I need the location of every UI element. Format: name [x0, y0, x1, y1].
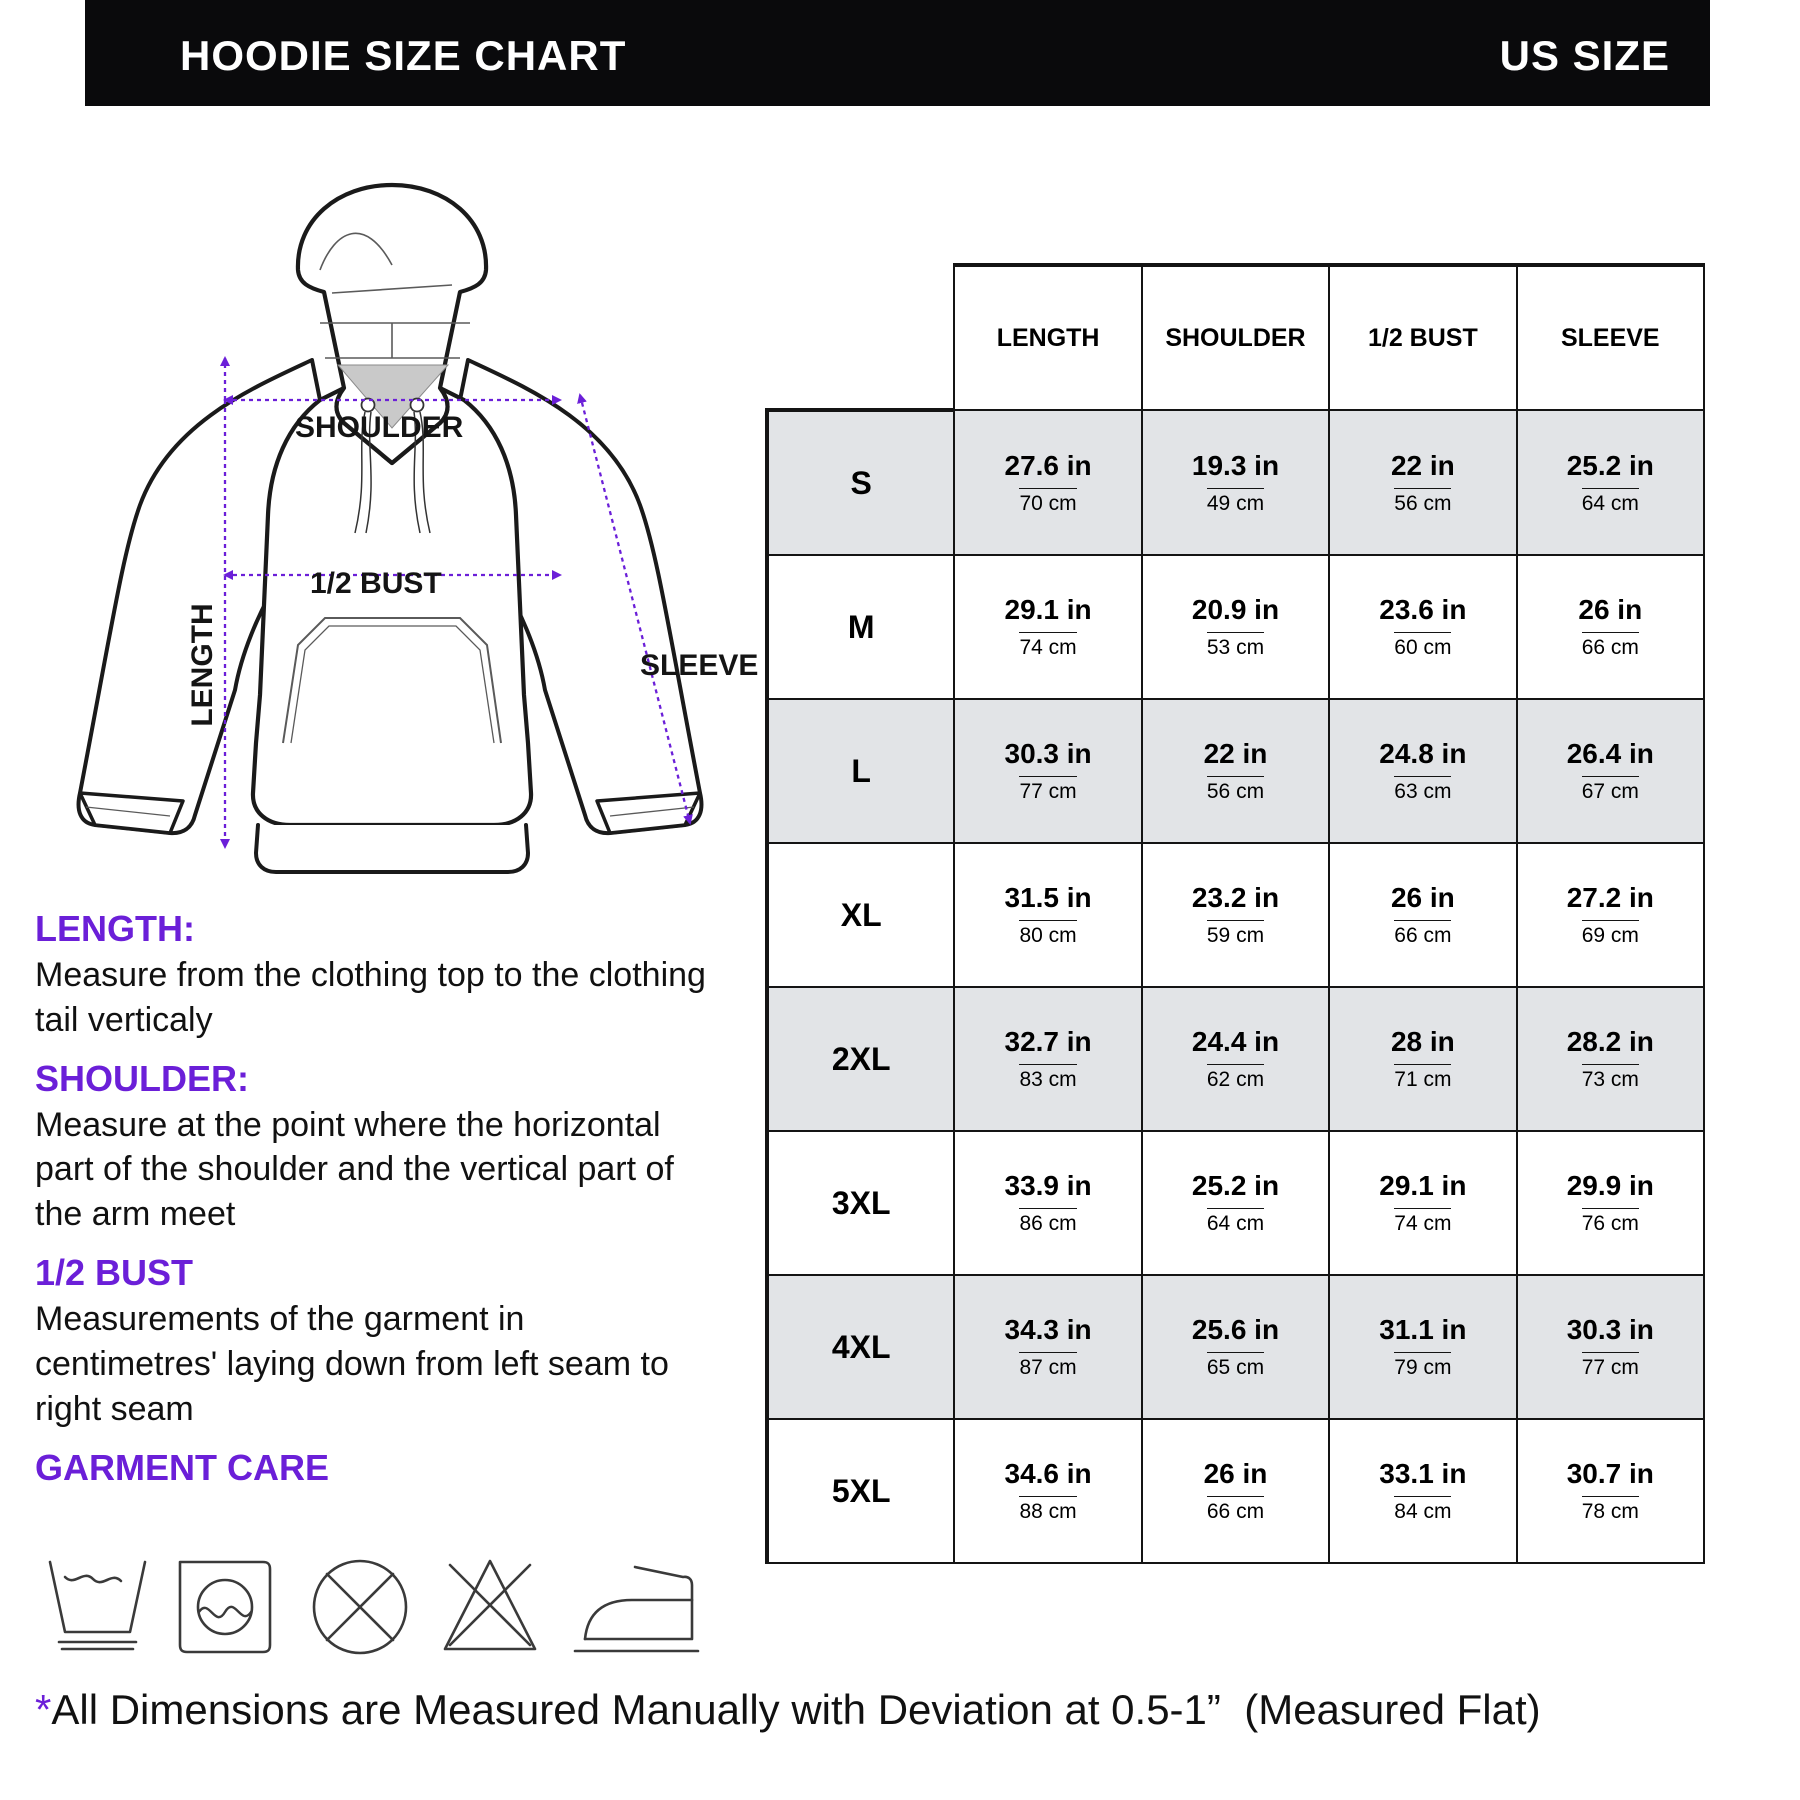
- svg-text:SLEEVE: SLEEVE: [640, 649, 758, 682]
- svg-text:1/2 BUST: 1/2 BUST: [310, 567, 442, 600]
- svg-text:SHOULDER: SHOULDER: [295, 411, 464, 444]
- svg-text:LENGTH: LENGTH: [186, 603, 219, 726]
